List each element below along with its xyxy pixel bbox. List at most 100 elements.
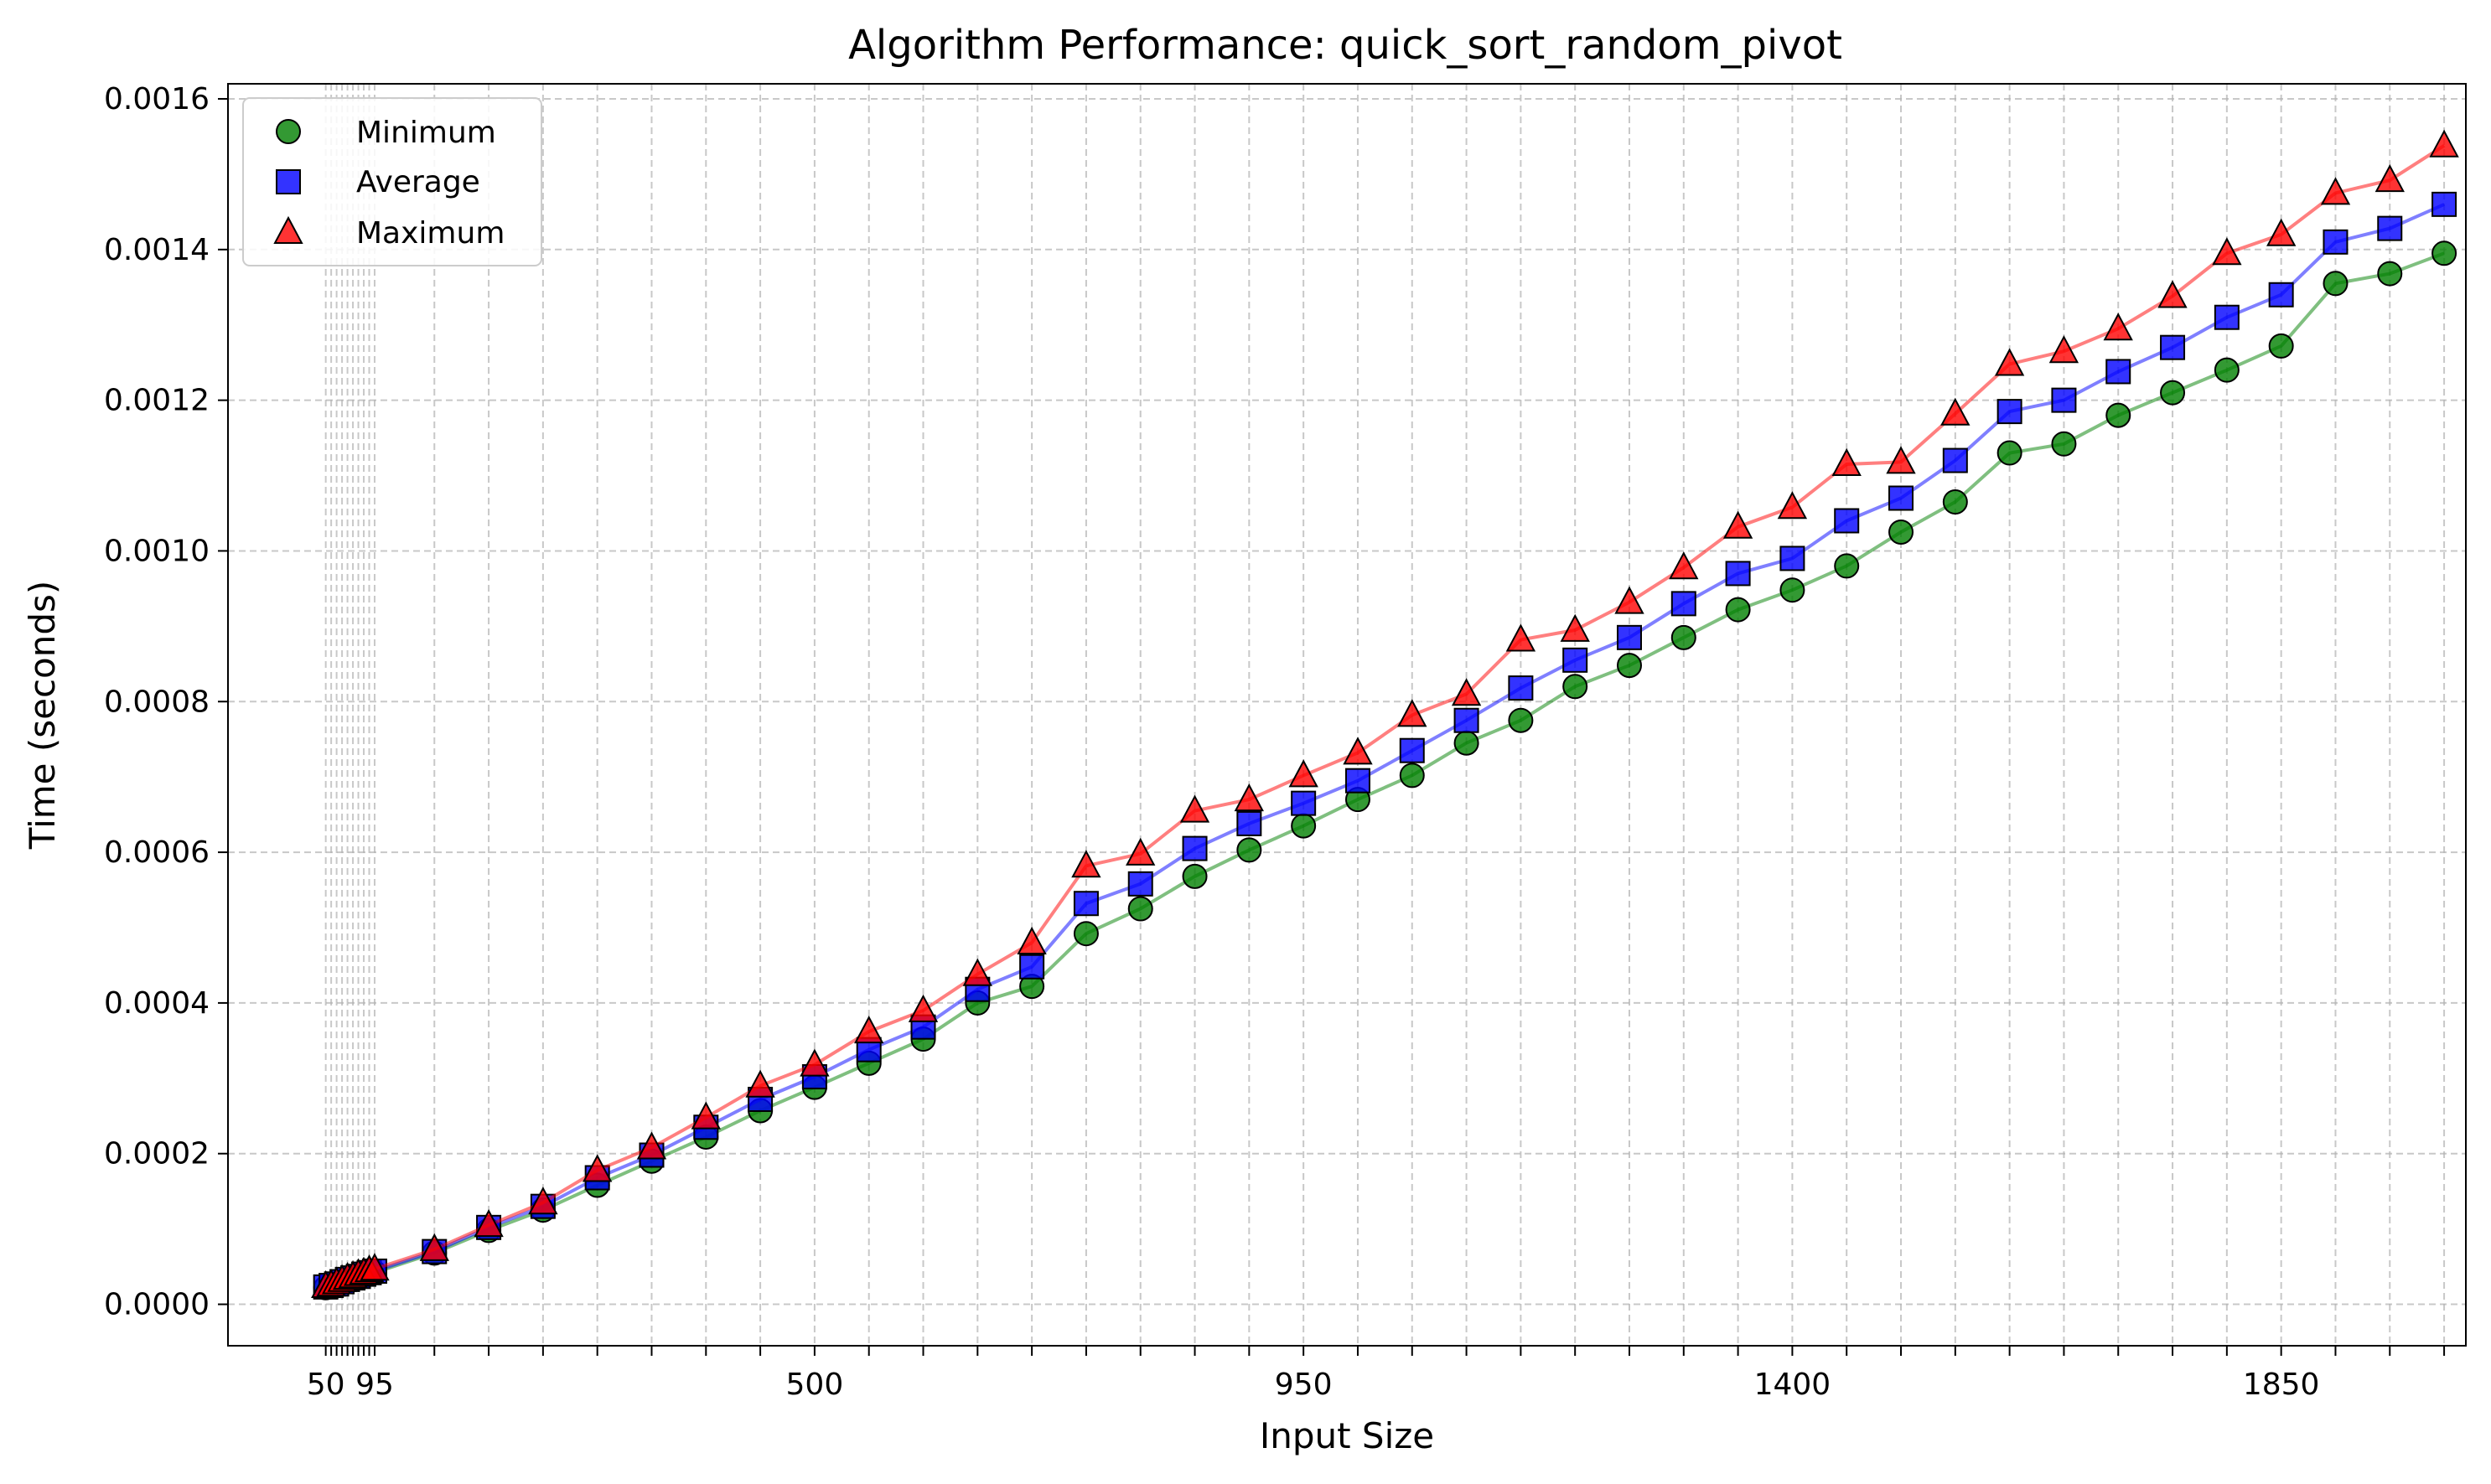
- legend-minimum-marker: [276, 119, 301, 144]
- data-point-maximum: [1669, 551, 1699, 580]
- y-tick-label: 0.0004: [104, 986, 210, 1021]
- data-point-average: [1670, 591, 1696, 617]
- data-point-average: [1019, 954, 1045, 980]
- data-point-maximum: [360, 1253, 390, 1281]
- data-point-maximum: [1886, 446, 1916, 474]
- data-point-maximum: [2429, 129, 2459, 158]
- data-point-minimum: [2214, 357, 2240, 383]
- data-point-average: [2051, 387, 2077, 413]
- data-point-minimum: [1942, 489, 1968, 515]
- data-point-average: [1942, 447, 1968, 473]
- x-tick-label: 95: [355, 1368, 394, 1402]
- data-point-minimum: [1073, 921, 1099, 947]
- legend-average-label: Average: [356, 165, 480, 199]
- x-tick-label: 1850: [2243, 1368, 2320, 1402]
- x-tick-label: 950: [1275, 1368, 1333, 1402]
- data-point-average: [1399, 737, 1425, 763]
- data-point-maximum: [1831, 447, 1862, 476]
- data-point-minimum: [2323, 271, 2349, 297]
- data-point-average: [1616, 624, 1642, 650]
- data-point-maximum: [745, 1069, 775, 1098]
- data-point-maximum: [474, 1208, 504, 1238]
- data-point-average: [1508, 675, 1534, 701]
- data-point-maximum: [1614, 586, 1644, 614]
- data-point-maximum: [2266, 218, 2297, 246]
- data-point-maximum: [1343, 737, 1373, 765]
- data-point-average: [1725, 561, 1751, 587]
- data-point-maximum: [854, 1015, 884, 1044]
- axis-ticks: 0.0000 0.0002 0.0004 0.0006 0.0008 0.0010 0.00…: [104, 82, 2446, 1402]
- data-point-minimum: [1562, 674, 1588, 700]
- legend-average-marker: [276, 169, 301, 194]
- data-point-maximum: [1071, 850, 1101, 878]
- data-point-minimum: [1453, 730, 1479, 756]
- legend-minimum-label: Minimum: [356, 116, 496, 150]
- data-point-minimum: [1779, 577, 1805, 603]
- data-point-maximum: [2157, 280, 2188, 308]
- y-tick-label: 0.0000: [104, 1288, 210, 1322]
- data-point-maximum: [2048, 335, 2079, 364]
- data-point-maximum: [1940, 397, 1971, 426]
- y-tick-label: 0.0014: [104, 233, 210, 267]
- data-point-maximum: [1288, 759, 1318, 788]
- data-point-minimum: [1291, 813, 1317, 839]
- data-point-average: [1182, 835, 1208, 861]
- data-point-average: [1344, 768, 1370, 794]
- plot-series: [311, 129, 2459, 1300]
- data-point-average: [1996, 399, 2022, 425]
- data-point-minimum: [2431, 240, 2457, 266]
- y-tick-label: 0.0006: [104, 835, 210, 870]
- y-tick-label: 0.0016: [104, 82, 210, 116]
- data-point-minimum: [1834, 553, 1860, 579]
- data-point-maximum: [2320, 177, 2351, 205]
- data-point-maximum: [1234, 783, 1264, 812]
- data-point-maximum: [1126, 837, 1156, 866]
- data-point-maximum: [908, 994, 939, 1022]
- data-point-maximum: [419, 1233, 449, 1261]
- data-point-average: [1236, 810, 1262, 836]
- y-tick-label: 0.0008: [104, 685, 210, 719]
- y-tick-label: 0.0010: [104, 534, 210, 568]
- data-point-minimum: [1508, 707, 1534, 733]
- data-point-maximum: [583, 1154, 613, 1182]
- data-point-maximum: [1397, 699, 1427, 727]
- data-point-minimum: [1182, 863, 1208, 889]
- data-point-maximum: [2212, 237, 2242, 266]
- data-point-average: [1453, 707, 1479, 733]
- data-point-average: [2105, 359, 2131, 385]
- data-point-maximum: [691, 1101, 721, 1130]
- data-point-minimum: [2268, 333, 2294, 359]
- data-point-average: [1562, 647, 1588, 673]
- legend-maximum-label: Maximum: [356, 216, 505, 251]
- data-point-minimum: [1670, 624, 1696, 650]
- y-tick-label: 0.0002: [104, 1137, 210, 1171]
- data-point-minimum: [1725, 597, 1751, 623]
- data-point-minimum: [2160, 380, 2186, 406]
- data-point-minimum: [1127, 896, 1153, 922]
- x-tick-label: 500: [786, 1368, 844, 1402]
- data-point-maximum: [1994, 348, 2025, 376]
- legend-maximum-marker: [273, 215, 303, 244]
- data-point-minimum: [1888, 519, 1914, 545]
- x-tick-label: 1400: [1754, 1368, 1831, 1402]
- data-point-maximum: [636, 1131, 667, 1160]
- plot-frame: [227, 83, 2467, 1347]
- data-point-maximum: [1451, 678, 1482, 706]
- y-tick-label: 0.0012: [104, 384, 210, 418]
- data-point-average: [1834, 508, 1860, 534]
- data-point-average: [1888, 485, 1914, 511]
- data-point-maximum: [1179, 794, 1210, 823]
- x-axis-label: Input Size: [1260, 1415, 1434, 1456]
- data-point-maximum: [962, 958, 992, 986]
- data-point-minimum: [1236, 837, 1262, 863]
- data-point-maximum: [1777, 491, 1808, 520]
- data-point-average: [2160, 334, 2186, 360]
- data-point-minimum: [1616, 653, 1642, 679]
- legend-box: [242, 97, 542, 266]
- data-point-average: [2214, 304, 2240, 330]
- data-point-minimum: [2051, 431, 2077, 457]
- grid-lines: [228, 84, 2466, 1346]
- data-point-maximum: [1722, 510, 1753, 539]
- data-point-maximum: [528, 1187, 558, 1215]
- data-point-average: [1779, 546, 1805, 571]
